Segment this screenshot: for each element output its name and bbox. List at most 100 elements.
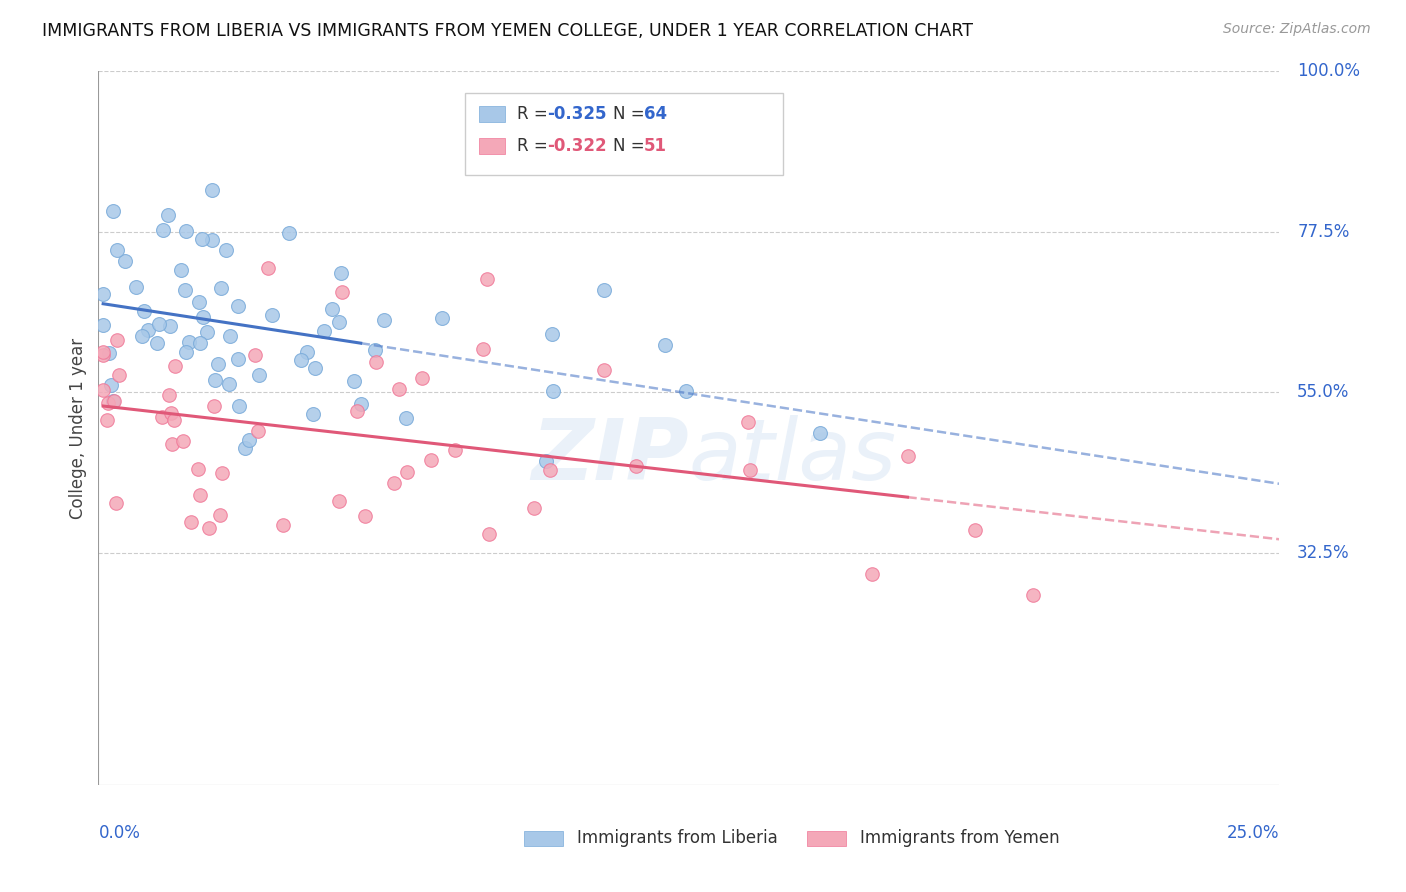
Point bbox=[343, 374, 366, 388]
Point bbox=[188, 336, 211, 351]
Point bbox=[478, 526, 501, 541]
Point bbox=[238, 434, 260, 448]
Point bbox=[290, 353, 312, 368]
Point bbox=[808, 425, 831, 440]
Point bbox=[159, 319, 181, 334]
Point bbox=[125, 280, 148, 294]
Point bbox=[202, 399, 225, 413]
Point bbox=[541, 384, 564, 398]
Point bbox=[245, 348, 267, 362]
Point bbox=[228, 299, 250, 313]
Point bbox=[170, 263, 193, 277]
Point bbox=[328, 315, 350, 329]
Text: N =: N = bbox=[613, 137, 650, 155]
Point bbox=[475, 272, 498, 286]
Point bbox=[91, 287, 114, 301]
Bar bbox=[807, 830, 846, 847]
Point bbox=[198, 520, 221, 534]
Point bbox=[207, 357, 229, 371]
Point bbox=[302, 407, 325, 421]
Point bbox=[364, 343, 387, 358]
Bar bbox=[464, 93, 783, 175]
Point bbox=[260, 309, 283, 323]
Point bbox=[160, 437, 183, 451]
Point bbox=[540, 326, 562, 341]
Point bbox=[150, 410, 173, 425]
Point bbox=[395, 410, 418, 425]
Point bbox=[148, 317, 170, 331]
Point bbox=[91, 345, 114, 359]
Point bbox=[472, 342, 495, 356]
Point bbox=[277, 227, 299, 241]
Point bbox=[105, 244, 128, 258]
Point bbox=[738, 463, 761, 477]
Text: ZIP: ZIP bbox=[531, 415, 689, 499]
Point bbox=[100, 378, 122, 392]
Point bbox=[180, 515, 202, 529]
Text: Source: ZipAtlas.com: Source: ZipAtlas.com bbox=[1223, 22, 1371, 37]
Point bbox=[247, 368, 270, 382]
Point bbox=[188, 294, 211, 309]
Point bbox=[136, 323, 159, 337]
Point bbox=[114, 254, 136, 268]
Text: 64: 64 bbox=[644, 105, 668, 123]
Point bbox=[97, 345, 120, 359]
Point bbox=[211, 466, 233, 480]
Point bbox=[396, 465, 419, 479]
Point bbox=[215, 244, 238, 258]
Text: 0.0%: 0.0% bbox=[98, 824, 141, 842]
Point bbox=[304, 360, 326, 375]
Point bbox=[172, 434, 194, 448]
Point bbox=[201, 233, 224, 247]
Point bbox=[654, 337, 676, 351]
Point bbox=[226, 351, 249, 366]
Point bbox=[193, 310, 215, 324]
Point bbox=[187, 462, 209, 476]
Point bbox=[173, 283, 195, 297]
Point bbox=[103, 394, 125, 409]
Point bbox=[737, 415, 759, 429]
Bar bbox=[478, 138, 505, 154]
Point bbox=[190, 488, 212, 502]
Point bbox=[411, 370, 433, 384]
Point bbox=[1022, 589, 1045, 603]
Point bbox=[97, 396, 120, 410]
Point bbox=[297, 345, 319, 359]
Point bbox=[165, 359, 187, 373]
Point bbox=[350, 397, 373, 411]
Point bbox=[101, 203, 124, 218]
Text: -0.325: -0.325 bbox=[547, 105, 607, 123]
Text: -0.322: -0.322 bbox=[547, 137, 607, 155]
Point bbox=[204, 373, 226, 387]
Point bbox=[103, 394, 125, 409]
Point bbox=[592, 362, 614, 376]
Point bbox=[354, 509, 377, 524]
Point bbox=[201, 183, 224, 197]
Point bbox=[321, 302, 343, 317]
Point bbox=[246, 424, 269, 438]
Point bbox=[91, 383, 114, 397]
Point bbox=[177, 335, 200, 350]
Point bbox=[312, 325, 335, 339]
Point bbox=[131, 329, 153, 343]
Text: Immigrants from Yemen: Immigrants from Yemen bbox=[860, 830, 1060, 847]
Point bbox=[160, 406, 183, 420]
Point bbox=[191, 232, 214, 246]
Point bbox=[388, 382, 411, 396]
Bar bbox=[523, 830, 562, 847]
Point bbox=[157, 388, 180, 402]
Text: N =: N = bbox=[613, 105, 650, 123]
Text: R =: R = bbox=[516, 137, 553, 155]
Point bbox=[523, 501, 546, 516]
Point bbox=[233, 441, 256, 455]
Text: 55.0%: 55.0% bbox=[1298, 384, 1350, 401]
Text: atlas: atlas bbox=[689, 415, 897, 499]
Point bbox=[174, 345, 197, 359]
Point bbox=[965, 523, 987, 537]
Point bbox=[860, 566, 883, 581]
Point bbox=[197, 326, 219, 340]
Text: IMMIGRANTS FROM LIBERIA VS IMMIGRANTS FROM YEMEN COLLEGE, UNDER 1 YEAR CORRELATI: IMMIGRANTS FROM LIBERIA VS IMMIGRANTS FR… bbox=[42, 22, 973, 40]
Bar bbox=[478, 106, 505, 122]
Point bbox=[534, 453, 557, 467]
Point bbox=[228, 399, 250, 413]
